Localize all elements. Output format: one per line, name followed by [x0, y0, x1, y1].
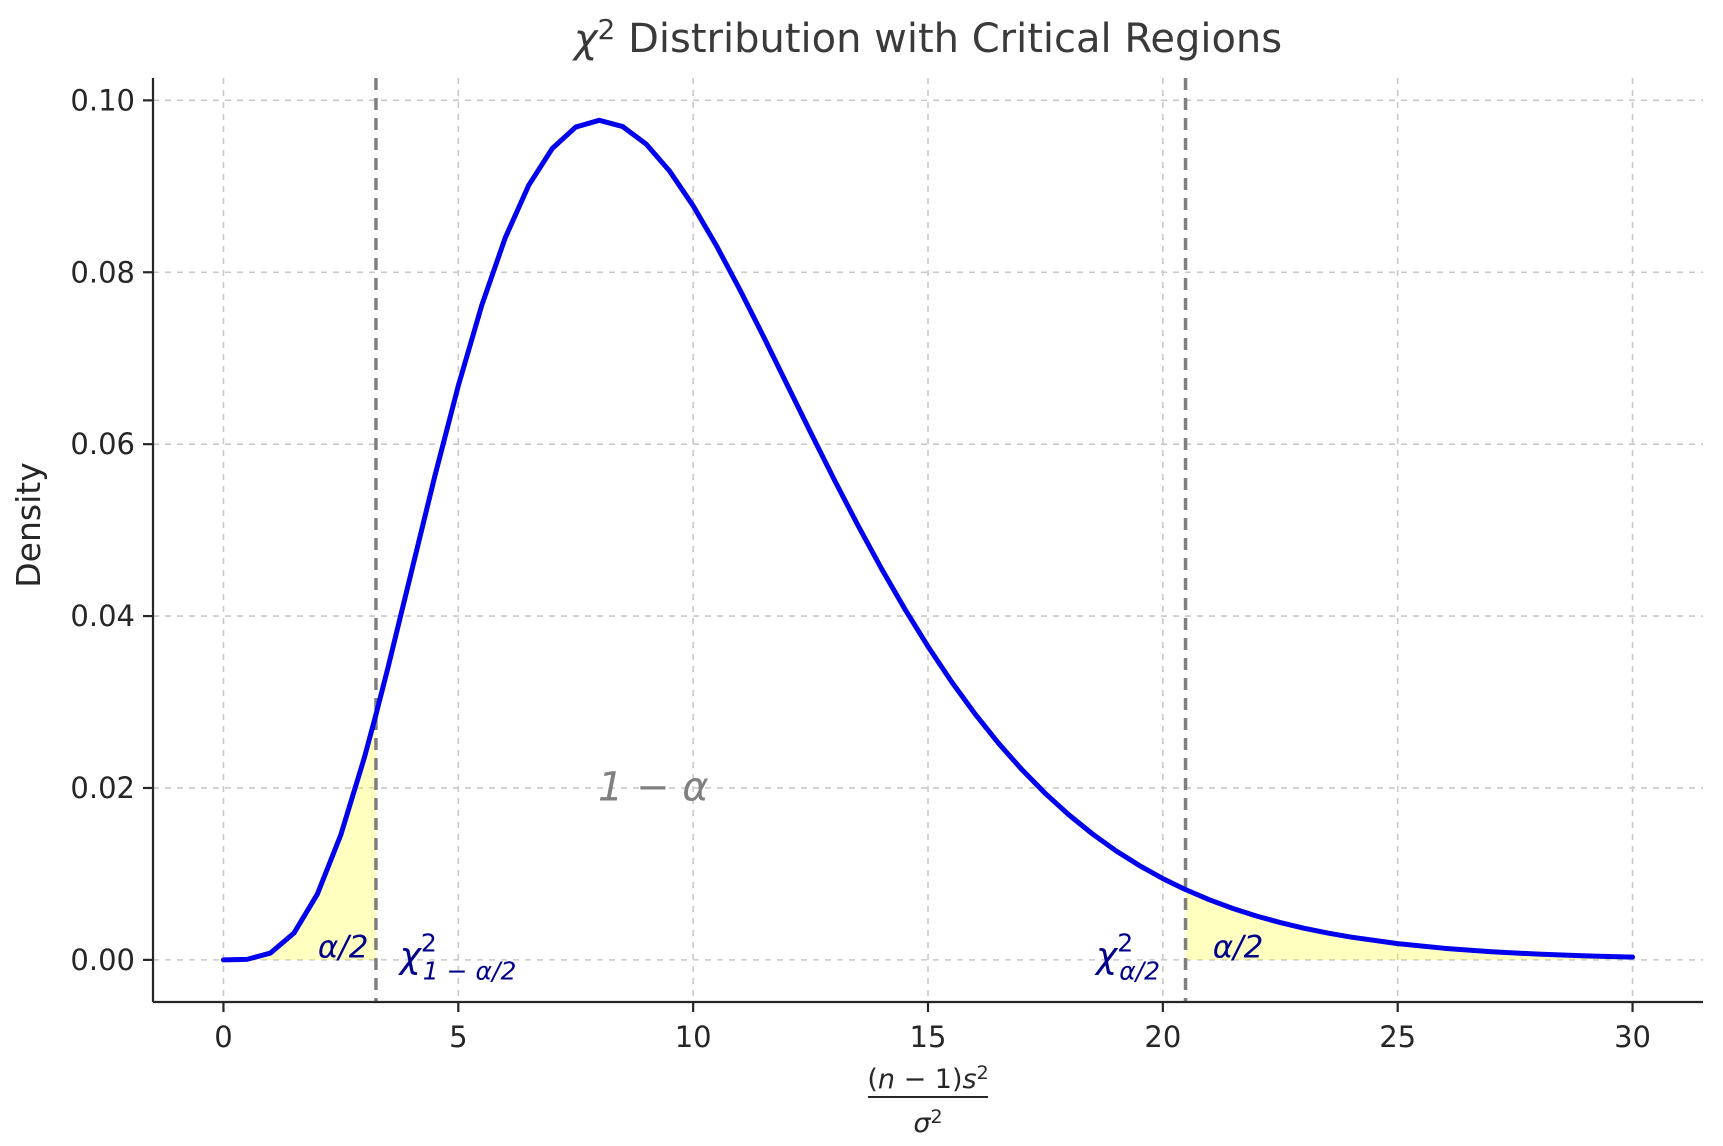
shaded-tail-left	[223, 714, 376, 960]
y-tick-label: 0.02	[70, 771, 135, 805]
annotation-alpha-right: α/2	[1213, 929, 1264, 965]
axes-layer	[143, 78, 1703, 1012]
annotation-chi-lower: χ2 1 − α/2	[398, 929, 517, 986]
shaded-tail-right	[1185, 889, 1633, 960]
x-tick-label: 30	[1614, 1020, 1651, 1054]
y-tick-label: 0.10	[70, 83, 135, 117]
y-tick-label: 0.00	[70, 943, 135, 977]
y-axis-label: Density	[9, 462, 48, 587]
density-curve	[220, 117, 1636, 963]
y-tick-label: 0.08	[70, 255, 135, 289]
x-axis-label-numerator: (n − 1)s2	[867, 1062, 988, 1095]
x-axis-label-denominator: σ2	[913, 1106, 942, 1139]
x-tick-label: 15	[910, 1020, 947, 1054]
annotation-alpha-left: α/2	[318, 929, 369, 965]
y-tick-label: 0.04	[70, 599, 135, 633]
x-tick-label: 25	[1379, 1020, 1416, 1054]
labels-layer: Density 0 5 10 15 20 25 30 0.00 0.02 0.04 0.06 0.08…	[9, 13, 1651, 1139]
grid-layer	[153, 78, 1703, 1002]
annotation-chi-upper: χ2 α/2	[1094, 929, 1160, 986]
critical-lines-layer	[374, 78, 1188, 1002]
x-tick-label: 0	[214, 1020, 232, 1054]
y-tick-label: 0.06	[70, 427, 135, 461]
annotation-one-minus-alpha: 1 − α	[598, 764, 709, 810]
x-tick-label: 10	[675, 1020, 712, 1054]
shaded-tails-layer	[223, 714, 1633, 960]
x-tick-label: 20	[1144, 1020, 1181, 1054]
curve-layer	[220, 117, 1636, 963]
chart-title: χ2 Distribution with Critical Regions	[572, 13, 1282, 62]
x-tick-label: 5	[449, 1020, 467, 1054]
